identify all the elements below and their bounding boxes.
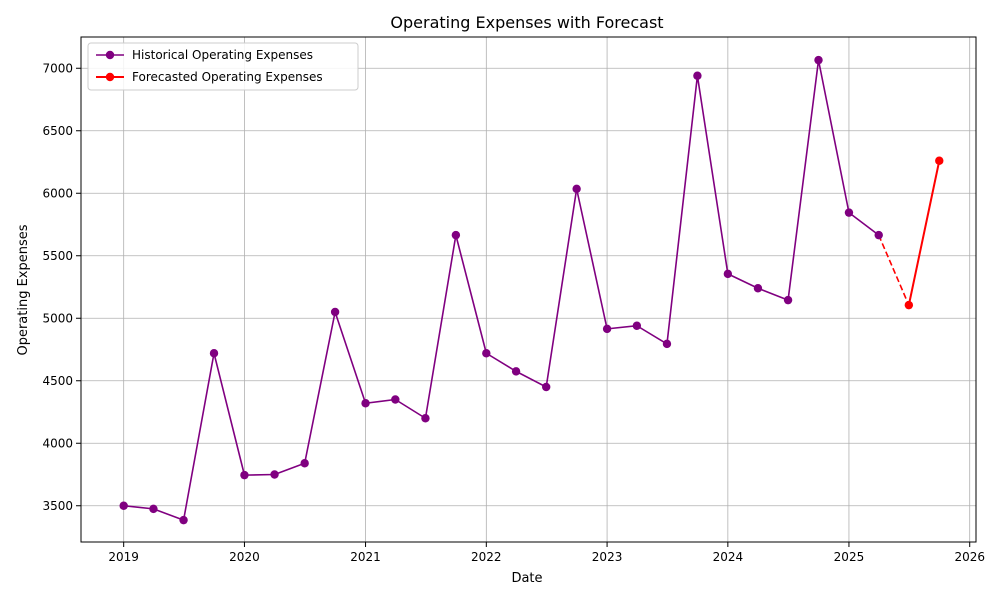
data-point bbox=[240, 470, 249, 480]
legend-label: Historical Operating Expenses bbox=[132, 48, 313, 62]
data-point bbox=[814, 55, 823, 65]
data-point bbox=[451, 230, 461, 240]
data-point bbox=[874, 230, 883, 240]
legend-swatch-marker bbox=[105, 72, 115, 82]
data-point bbox=[482, 349, 491, 358]
series-layer bbox=[119, 55, 944, 525]
legend-item: Forecasted Operating Expenses bbox=[96, 70, 323, 84]
data-point bbox=[209, 349, 219, 358]
y-tick-label: 4000 bbox=[42, 436, 73, 450]
x-tick-label: 2023 bbox=[592, 550, 623, 564]
data-point bbox=[330, 307, 340, 317]
data-point bbox=[723, 269, 733, 279]
data-point bbox=[753, 284, 763, 293]
legend-item: Historical Operating Expenses bbox=[96, 48, 313, 62]
x-tick-label: 2026 bbox=[954, 550, 985, 564]
series-line bbox=[907, 160, 941, 306]
data-point bbox=[511, 367, 521, 376]
grid bbox=[81, 37, 976, 542]
x-axis-label: Date bbox=[511, 571, 542, 586]
legend-box bbox=[87, 42, 359, 91]
data-point bbox=[179, 515, 188, 525]
data-point bbox=[632, 321, 642, 330]
y-tick-label: 6000 bbox=[42, 186, 73, 200]
x-tick-label: 2021 bbox=[350, 550, 381, 564]
chart-title: Operating Expenses with Forecast bbox=[390, 13, 663, 32]
x-tick-label: 2019 bbox=[108, 550, 139, 564]
data-point bbox=[421, 414, 430, 423]
data-point bbox=[904, 300, 914, 310]
y-tick-label: 4500 bbox=[42, 374, 73, 388]
data-point bbox=[935, 156, 944, 165]
data-point bbox=[391, 395, 400, 404]
legend-label: Forecasted Operating Expenses bbox=[132, 70, 323, 84]
data-point bbox=[542, 382, 551, 392]
y-tick-label: 6500 bbox=[42, 124, 73, 138]
x-tick-label: 2024 bbox=[713, 550, 744, 564]
series-line bbox=[877, 234, 910, 306]
x-tick-label: 2025 bbox=[834, 550, 865, 564]
legend: Historical Operating Expenses Forecasted … bbox=[87, 42, 359, 91]
data-point bbox=[693, 71, 702, 80]
data-point bbox=[270, 470, 279, 479]
series-0 bbox=[119, 55, 883, 525]
data-point bbox=[300, 459, 309, 468]
data-point bbox=[572, 184, 581, 194]
data-point bbox=[783, 295, 793, 305]
y-axis-label: Operating Expenses bbox=[16, 224, 31, 355]
data-point bbox=[361, 399, 370, 408]
legend-swatch-marker bbox=[105, 50, 115, 60]
data-point bbox=[119, 501, 128, 510]
series-1 bbox=[904, 156, 944, 310]
x-tick-label: 2022 bbox=[471, 550, 502, 564]
x-axis: 2019 2020 2021 2022 2023 2024 2025 2026 bbox=[108, 542, 985, 564]
data-point bbox=[844, 208, 854, 217]
y-tick-label: 5500 bbox=[42, 249, 73, 263]
y-tick-label: 5000 bbox=[42, 311, 73, 325]
x-tick-label: 2020 bbox=[229, 550, 260, 564]
data-point bbox=[602, 324, 612, 334]
y-axis: 3500 4000 4500 5000 5500 6000 6500 7000 bbox=[42, 61, 81, 513]
y-tick-label: 3500 bbox=[42, 499, 73, 513]
series-2 bbox=[877, 234, 910, 306]
y-tick-label: 7000 bbox=[42, 61, 73, 75]
data-point bbox=[149, 504, 158, 514]
series-line bbox=[123, 59, 880, 521]
plot-frame bbox=[80, 36, 977, 543]
data-point bbox=[662, 339, 672, 349]
